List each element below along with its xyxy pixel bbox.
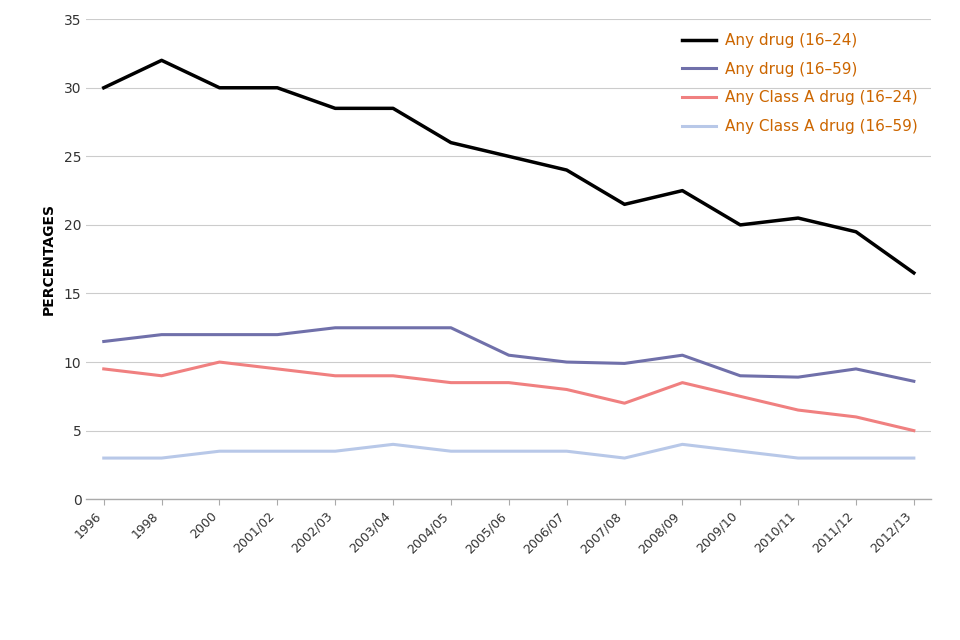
Any Class A drug (16–59) [445, 447, 457, 455]
Any drug (16–59) [851, 365, 862, 372]
Any Class A drug (16–59) [908, 454, 920, 462]
Any drug (16–24) [214, 84, 226, 92]
Any drug (16–59) [561, 358, 572, 366]
Line: Any Class A drug (16–24): Any Class A drug (16–24) [104, 362, 914, 431]
Line: Any Class A drug (16–59): Any Class A drug (16–59) [104, 444, 914, 458]
Any drug (16–24) [734, 221, 746, 228]
Any Class A drug (16–24) [387, 372, 398, 380]
Any drug (16–59) [908, 378, 920, 385]
Any drug (16–59) [329, 324, 341, 332]
Any Class A drug (16–59) [734, 447, 746, 455]
Any drug (16–24) [677, 187, 688, 195]
Any Class A drug (16–59) [98, 454, 109, 462]
Any drug (16–59) [214, 331, 226, 339]
Any Class A drug (16–59) [851, 454, 862, 462]
Any drug (16–24) [503, 152, 515, 160]
Any Class A drug (16–59) [156, 454, 167, 462]
Any Class A drug (16–59) [619, 454, 631, 462]
Any drug (16–24) [561, 166, 572, 174]
Any drug (16–59) [503, 351, 515, 359]
Any drug (16–24) [156, 56, 167, 64]
Any drug (16–24) [445, 139, 457, 147]
Any drug (16–59) [98, 338, 109, 346]
Any drug (16–59) [387, 324, 398, 332]
Y-axis label: PERCENTAGES: PERCENTAGES [41, 204, 56, 316]
Any Class A drug (16–59) [677, 440, 688, 448]
Any drug (16–24) [851, 228, 862, 236]
Line: Any drug (16–24): Any drug (16–24) [104, 60, 914, 273]
Legend: Any drug (16–24), Any drug (16–59), Any Class A drug (16–24), Any Class A drug (: Any drug (16–24), Any drug (16–59), Any … [676, 27, 924, 140]
Line: Any drug (16–59): Any drug (16–59) [104, 328, 914, 381]
Any Class A drug (16–24) [561, 386, 572, 394]
Any drug (16–24) [908, 269, 920, 276]
Any Class A drug (16–24) [792, 406, 804, 414]
Any drug (16–59) [619, 360, 631, 367]
Any drug (16–24) [792, 214, 804, 222]
Any Class A drug (16–24) [503, 379, 515, 387]
Any Class A drug (16–59) [561, 447, 572, 455]
Any drug (16–24) [387, 104, 398, 112]
Any Class A drug (16–24) [908, 427, 920, 435]
Any Class A drug (16–59) [272, 447, 283, 455]
Any drug (16–24) [619, 200, 631, 208]
Any Class A drug (16–24) [156, 372, 167, 380]
Any Class A drug (16–24) [619, 399, 631, 407]
Any Class A drug (16–24) [214, 358, 226, 366]
Any drug (16–24) [329, 104, 341, 112]
Any drug (16–59) [734, 372, 746, 380]
Any Class A drug (16–59) [503, 447, 515, 455]
Any drug (16–59) [792, 373, 804, 381]
Any Class A drug (16–59) [214, 447, 226, 455]
Any Class A drug (16–24) [734, 392, 746, 400]
Any Class A drug (16–24) [677, 379, 688, 387]
Any drug (16–59) [156, 331, 167, 339]
Any drug (16–59) [272, 331, 283, 339]
Any Class A drug (16–59) [329, 447, 341, 455]
Any drug (16–24) [272, 84, 283, 92]
Any Class A drug (16–24) [445, 379, 457, 387]
Any Class A drug (16–59) [387, 440, 398, 448]
Any Class A drug (16–24) [329, 372, 341, 380]
Any drug (16–59) [677, 351, 688, 359]
Any Class A drug (16–24) [851, 413, 862, 420]
Any Class A drug (16–24) [272, 365, 283, 372]
Any Class A drug (16–24) [98, 365, 109, 372]
Any drug (16–59) [445, 324, 457, 332]
Any drug (16–24) [98, 84, 109, 92]
Any Class A drug (16–59) [792, 454, 804, 462]
